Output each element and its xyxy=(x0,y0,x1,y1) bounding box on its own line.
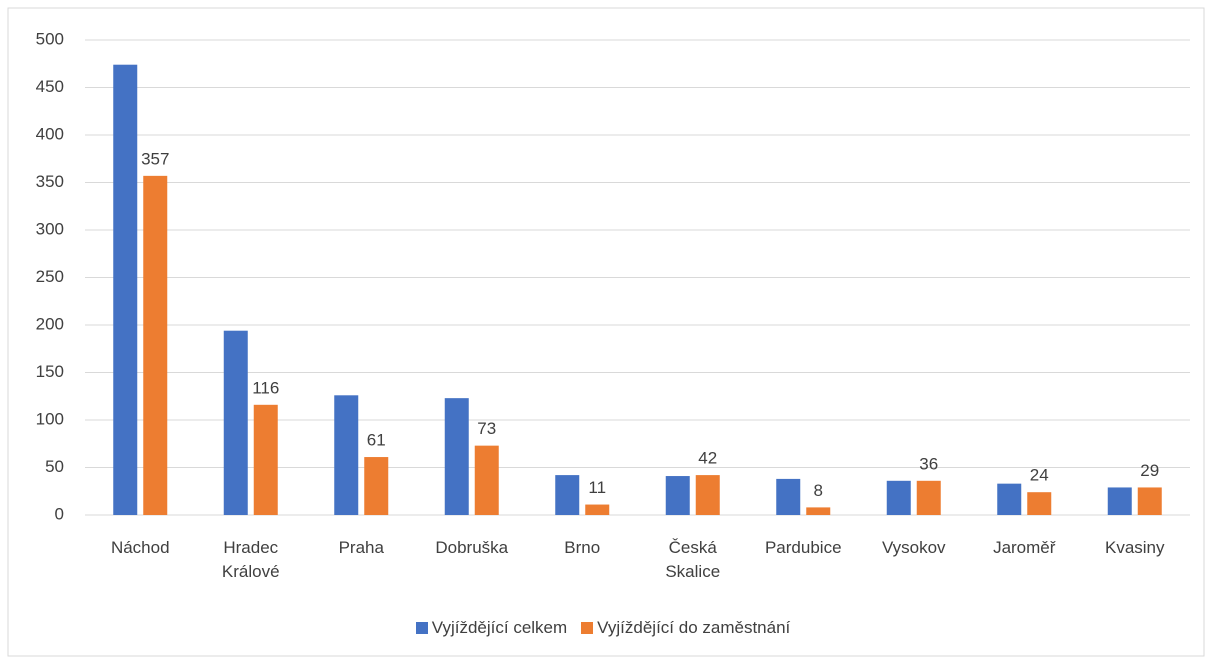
bar xyxy=(334,395,359,515)
x-tick-label: Dobruška xyxy=(435,538,509,557)
bar xyxy=(886,480,911,515)
bar xyxy=(916,480,941,515)
legend-swatch xyxy=(581,622,594,634)
y-tick-label: 0 xyxy=(55,504,64,523)
data-label: 61 xyxy=(367,431,386,450)
x-tick-label: Hradec Králové xyxy=(221,538,280,581)
legend: Vyjíždějící celkem Vyjíždějící do zaměstn… xyxy=(0,618,1206,638)
x-tick-label: Jaroměř xyxy=(993,538,1056,557)
bar xyxy=(143,175,168,515)
y-tick-label: 200 xyxy=(36,314,64,333)
legend-label: Vyjíždějící celkem xyxy=(431,618,568,637)
y-tick-label: 300 xyxy=(36,219,64,238)
bar xyxy=(585,504,610,515)
y-tick-label: 450 xyxy=(36,77,64,96)
bar xyxy=(1027,492,1052,515)
data-label: 42 xyxy=(698,449,717,468)
bar xyxy=(1107,487,1132,515)
bar xyxy=(695,475,720,515)
data-label: 357 xyxy=(141,149,169,168)
bar xyxy=(113,64,138,515)
bar xyxy=(665,476,690,515)
bar xyxy=(364,457,389,515)
y-tick-label: 100 xyxy=(36,409,64,428)
bar xyxy=(555,475,580,515)
data-label: 116 xyxy=(252,378,279,397)
x-tick-label: Kvasiny xyxy=(1104,538,1165,557)
x-tick-label: Praha xyxy=(338,538,384,557)
chart-frame xyxy=(7,7,1205,657)
legend-item: Vyjíždějící celkem xyxy=(415,618,568,638)
y-tick-label: 250 xyxy=(36,267,64,286)
bar xyxy=(806,507,831,515)
y-tick-label: 50 xyxy=(45,457,64,476)
bar xyxy=(223,330,248,515)
bar xyxy=(997,483,1022,515)
x-tick-label: Vysokov xyxy=(881,538,946,557)
bar xyxy=(474,445,499,515)
legend-label: Vyjíždějící do zaměstnání xyxy=(597,618,791,637)
x-tick-label: Náchod xyxy=(110,538,170,557)
data-label: 24 xyxy=(1030,466,1049,485)
bar xyxy=(253,404,278,515)
data-label: 29 xyxy=(1140,461,1159,480)
bar xyxy=(1137,487,1162,515)
data-label: 73 xyxy=(477,419,496,438)
y-tick-label: 150 xyxy=(36,362,64,381)
x-tick-label: Česká Skalice xyxy=(665,538,721,581)
x-tick-label: Brno xyxy=(564,538,601,557)
data-label: 11 xyxy=(588,478,606,497)
bar xyxy=(776,478,801,515)
y-tick-label: 350 xyxy=(36,172,64,191)
data-label: 8 xyxy=(814,481,823,500)
legend-swatch xyxy=(415,622,428,634)
data-label: 36 xyxy=(919,454,938,473)
legend-item: Vyjíždějící do zaměstnání xyxy=(581,618,790,638)
y-tick-label: 400 xyxy=(36,124,64,143)
bar xyxy=(444,398,469,515)
y-tick-label: 500 xyxy=(36,29,64,48)
x-tick-label: Pardubice xyxy=(764,538,842,557)
